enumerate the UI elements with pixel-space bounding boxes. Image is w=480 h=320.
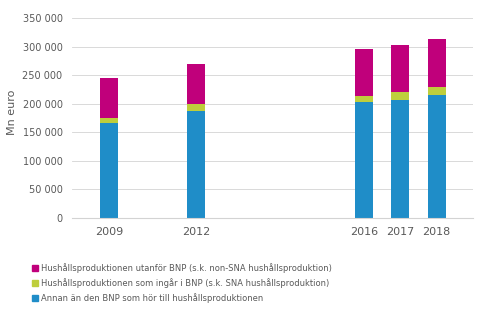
Bar <box>391 92 409 100</box>
Bar <box>355 49 373 96</box>
Bar <box>187 111 205 218</box>
Bar <box>428 95 446 218</box>
Bar <box>428 87 446 95</box>
Bar <box>428 39 446 87</box>
Bar <box>355 96 373 102</box>
Bar <box>187 64 205 104</box>
Bar <box>100 118 118 123</box>
Legend: Hushållsproduktionen utanför BNP (s.k. non-SNA hushållsproduktion), Hushållsprod: Hushållsproduktionen utanför BNP (s.k. n… <box>28 260 335 306</box>
Bar <box>355 102 373 218</box>
Bar <box>100 123 118 218</box>
Bar <box>100 78 118 118</box>
Y-axis label: Mn euro: Mn euro <box>7 90 17 135</box>
Bar <box>187 104 205 111</box>
Bar <box>391 45 409 92</box>
Bar <box>391 100 409 218</box>
